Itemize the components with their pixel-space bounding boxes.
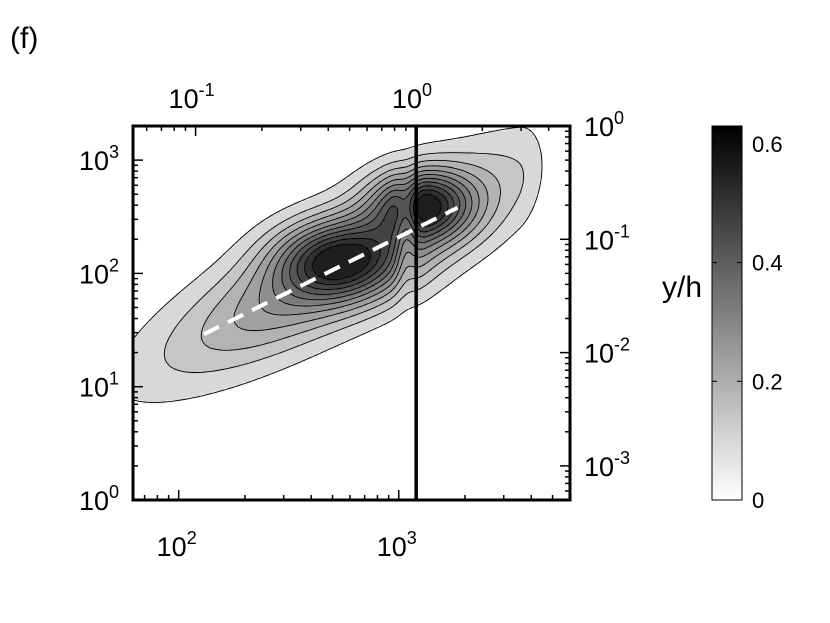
y-tick-label-1-base: 10 [79, 373, 109, 403]
x-tick-label-0: 102 [157, 528, 197, 562]
colorbar-label-0: 0 [752, 488, 764, 513]
reference-lines [202, 126, 459, 500]
right-tick-label-3-exp: 0 [614, 108, 624, 128]
y-tick-label-1-exp: 1 [109, 369, 119, 389]
y-tick-label-3-exp: 3 [109, 142, 119, 162]
contour-line-0 [133, 126, 543, 403]
contour-band-fill-10 [311, 193, 441, 281]
x-tick-label-1-exp: 3 [407, 528, 417, 548]
y-tick-label-0-exp: 0 [109, 482, 119, 502]
x-tick-label-0-exp: 2 [187, 528, 197, 548]
y-tick-label-0: 100 [79, 482, 119, 516]
right-axis-label: y/h [662, 271, 702, 304]
right-tick-label-0-base: 10 [584, 452, 614, 482]
top-tick-label-0-base: 10 [169, 84, 199, 114]
right-tick-label-1: 10-2 [584, 335, 630, 369]
colorbar-label-1: 0.2 [752, 369, 783, 394]
right-tick-label-1-exp: -2 [614, 335, 630, 355]
right-tick-label-0-exp: -3 [614, 448, 630, 468]
ridge-line [202, 205, 459, 337]
right-tick-label-3-base: 10 [584, 112, 614, 142]
right-tick-label-3: 100 [584, 108, 624, 142]
colorbar-label-3: 0.6 [752, 132, 783, 157]
contour-line-2 [200, 159, 501, 351]
y-tick-label-2-exp: 2 [109, 255, 119, 275]
axis-ticks [133, 125, 571, 501]
top-tick-label-1-base: 10 [392, 84, 422, 114]
contour-line-1 [163, 152, 524, 373]
top-tick-label-0-exp: -1 [199, 80, 215, 100]
right-tick-label-2-base: 10 [584, 225, 614, 255]
x-tick-label-1: 103 [377, 528, 417, 562]
x-tick-label-1-base: 10 [377, 532, 407, 562]
right-tick-label-1-base: 10 [584, 339, 614, 369]
contour-line-4 [258, 169, 480, 316]
right-tick-label-2-exp: -1 [614, 221, 630, 241]
top-tick-label-0: 10-1 [169, 80, 215, 114]
plot-frame [131, 124, 572, 502]
y-tick-label-2: 102 [79, 255, 119, 289]
colorbar-label-2: 0.4 [752, 251, 783, 276]
y-tick-label-0-base: 10 [79, 486, 109, 516]
y-tick-label-1: 101 [79, 369, 119, 403]
y-tick-label-3: 103 [79, 142, 119, 176]
contour-line-8 [296, 185, 455, 290]
right-tick-label-2: 10-1 [584, 221, 630, 255]
colorbar-gradient [711, 125, 743, 501]
panel-label: (f) [10, 22, 39, 55]
colorbar: 0 0.2 0.4 0.6 [711, 125, 783, 513]
top-tick-label-1-exp: 0 [422, 80, 432, 100]
right-tick-label-0: 10-3 [584, 448, 630, 482]
contour-fill [133, 126, 543, 404]
y-tick-label-3-base: 10 [79, 146, 109, 176]
contour-band-10 [311, 193, 441, 281]
top-tick-label-1: 100 [392, 80, 432, 114]
contour-line-7 [289, 181, 461, 295]
x-tick-label-0-base: 10 [157, 532, 187, 562]
contour-line-6 [281, 177, 467, 301]
y-tick-label-2-base: 10 [79, 259, 109, 289]
